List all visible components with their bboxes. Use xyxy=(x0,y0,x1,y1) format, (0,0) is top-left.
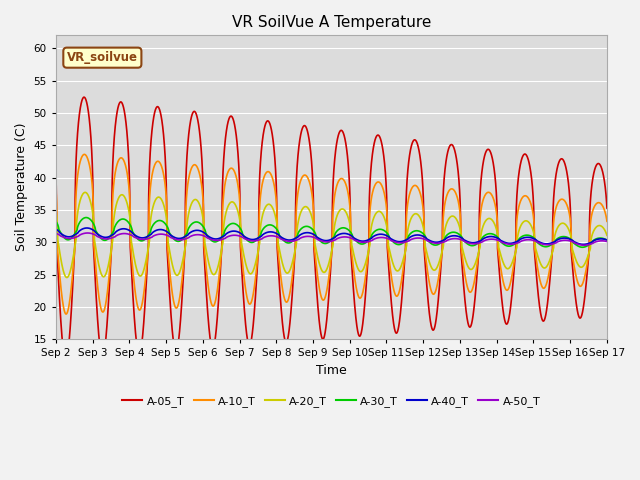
Legend: A-05_T, A-10_T, A-20_T, A-30_T, A-40_T, A-50_T: A-05_T, A-10_T, A-20_T, A-30_T, A-40_T, … xyxy=(118,392,545,412)
X-axis label: Time: Time xyxy=(316,364,347,377)
Y-axis label: Soil Temperature (C): Soil Temperature (C) xyxy=(15,123,28,252)
Text: VR_soilvue: VR_soilvue xyxy=(67,51,138,64)
Title: VR SoilVue A Temperature: VR SoilVue A Temperature xyxy=(232,15,431,30)
